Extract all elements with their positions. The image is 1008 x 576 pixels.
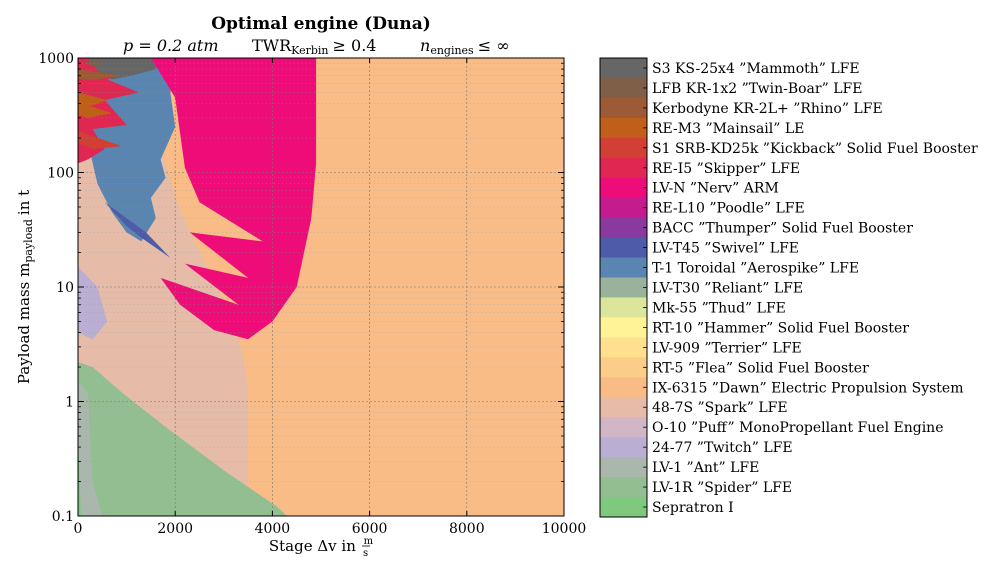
chart-title: Optimal engine (Duna) bbox=[211, 14, 431, 34]
legend-label-8: BACC ”Thumper” Solid Fuel Booster bbox=[652, 221, 913, 237]
region-12 bbox=[78, 362, 287, 516]
legend-label-18: O-10 ”Puff” MonoPropellant Fuel Engine bbox=[652, 420, 943, 436]
y-axis-label-text: Payload mass m bbox=[15, 263, 33, 385]
region-13 bbox=[78, 381, 103, 516]
subtitle-engines-sub: engines bbox=[430, 44, 474, 57]
legend-label-22: Sepratron I bbox=[652, 500, 734, 516]
legend-swatch-12 bbox=[600, 297, 647, 318]
x-tick-label-2: 4000 bbox=[255, 521, 291, 537]
legend-label-17: 48-7S ”Spark” LFE bbox=[652, 400, 788, 416]
legend-swatch-6 bbox=[600, 177, 647, 199]
legend-label-7: RE-L10 ”Poodle” LFE bbox=[652, 201, 805, 217]
region-9 bbox=[78, 131, 122, 150]
legend-swatch-17 bbox=[600, 397, 647, 418]
legend-label-4: S1 SRB-KD25k ”Kickback” Solid Fuel Boost… bbox=[652, 141, 978, 157]
legend-swatch-10 bbox=[600, 257, 647, 278]
subtitle-engines: n bbox=[420, 36, 430, 55]
y-axis-label: Payload mass mpayload in t bbox=[15, 190, 35, 384]
legend-label-15: RT-5 ”Flea” Solid Fuel Booster bbox=[652, 360, 869, 376]
legend-label-6: LV-N ”Nerv” ARM bbox=[652, 181, 779, 197]
subtitle-pressure: p = 0.2 atm bbox=[123, 36, 219, 55]
legend-frame bbox=[599, 57, 648, 518]
legend-swatch-16 bbox=[600, 377, 647, 398]
legend-swatch-2 bbox=[600, 97, 647, 119]
legend-label-11: LV-T30 ”Reliant” LFE bbox=[652, 281, 803, 297]
x-tick-label-3: 6000 bbox=[352, 521, 388, 537]
x-axis-label-text: Stage Δv in bbox=[269, 537, 356, 555]
chart-subtitle: p = 0.2 atm TWRKerbin ≥ 0.4 nengines ≤ ∞ bbox=[123, 36, 510, 57]
legend-swatch-5 bbox=[600, 157, 647, 179]
legend-swatch-20 bbox=[600, 457, 647, 478]
legend-swatch-11 bbox=[600, 277, 647, 298]
subtitle-twr: TWR bbox=[252, 36, 292, 55]
legend-label-1: LFB KR-1x2 ”Twin-Boar” LFE bbox=[652, 81, 862, 97]
legend-label-20: LV-1 ”Ant” LFE bbox=[652, 460, 759, 476]
legend-swatch-3 bbox=[600, 117, 647, 139]
legend-label-12: Mk-55 ”Thud” LFE bbox=[652, 300, 786, 316]
y-axis-label-unit: in t bbox=[15, 190, 33, 215]
y-tick-label-3: 100 bbox=[47, 166, 74, 182]
y-tick-label-0: 0.1 bbox=[52, 509, 74, 525]
legend-swatch-9 bbox=[600, 237, 647, 258]
region-7 bbox=[78, 69, 122, 81]
region-10 bbox=[150, 58, 317, 340]
y-tick-label-4: 1000 bbox=[38, 51, 74, 67]
legend-swatch-18 bbox=[600, 417, 647, 438]
y-tick-label-1: 1 bbox=[65, 395, 74, 411]
x-axis-unit-den: s bbox=[363, 548, 368, 559]
legend-label-13: RT-10 ”Hammer” Solid Fuel Booster bbox=[652, 320, 909, 336]
legend-swatch-0 bbox=[600, 58, 647, 79]
x-tick-label-0: 0 bbox=[74, 521, 83, 537]
subtitle-twr-rel: ≥ 0.4 bbox=[333, 36, 377, 55]
legend-swatch-21 bbox=[600, 477, 647, 498]
legend-label-2: Kerbodyne KR-2L+ ”Rhino” LFE bbox=[652, 101, 883, 117]
legend-label-0: S3 KS-25x4 ”Mammoth” LFE bbox=[652, 61, 860, 77]
x-axis-label: Stage Δv in m bbox=[269, 536, 374, 555]
legend-swatch-4 bbox=[600, 137, 647, 159]
legend-swatch-22 bbox=[600, 497, 647, 518]
legend-label-9: LV-T45 ”Swivel” LFE bbox=[652, 241, 799, 257]
legend-label-16: IX-6315 ”Dawn” Electric Propulsion Syste… bbox=[652, 380, 963, 396]
x-tick-label-5: 10000 bbox=[542, 521, 587, 537]
subtitle-twr-sub: Kerbin bbox=[291, 44, 328, 57]
legend-colorbar: S3 KS-25x4 ”Mammoth” LFE LFB KR-1x2 ”Twin… bbox=[599, 57, 978, 518]
region-5 bbox=[78, 92, 112, 118]
region-11 bbox=[78, 266, 108, 340]
legend-swatch-15 bbox=[600, 357, 647, 378]
legend-label-5: RE-I5 ”Skipper” LFE bbox=[652, 161, 800, 177]
x-tick-label-4: 8000 bbox=[449, 521, 485, 537]
legend-label-14: LV-909 ”Terrier” LFE bbox=[652, 340, 802, 356]
legend-swatch-19 bbox=[600, 437, 647, 458]
x-tick-label-1: 2000 bbox=[157, 521, 193, 537]
legend-label-3: RE-M3 ”Mainsail” LE bbox=[652, 121, 804, 137]
legend-label-21: LV-1R ”Spider” LFE bbox=[652, 480, 792, 496]
legend-swatch-14 bbox=[600, 337, 647, 358]
region-8 bbox=[81, 60, 112, 66]
legend-label-10: T-1 Toroidal ”Aerospike” LFE bbox=[652, 261, 859, 277]
legend-swatch-7 bbox=[600, 197, 647, 219]
y-axis-label-sub: payload bbox=[22, 219, 35, 263]
legend-label-19: 24-77 ”Twitch” LFE bbox=[652, 440, 793, 456]
region-3 bbox=[104, 202, 171, 258]
subtitle-engines-rel: ≤ ∞ bbox=[478, 36, 510, 55]
x-axis-unit-num: m bbox=[364, 536, 374, 547]
plot-area: 0 2000 4000 6000 8000 10000 0.1 1 10 100 1000 bbox=[38, 51, 586, 537]
legend-swatch-13 bbox=[600, 317, 647, 338]
y-tick-label-2: 10 bbox=[56, 280, 74, 296]
legend-swatch-8 bbox=[600, 217, 647, 239]
legend-swatch-1 bbox=[600, 77, 647, 99]
